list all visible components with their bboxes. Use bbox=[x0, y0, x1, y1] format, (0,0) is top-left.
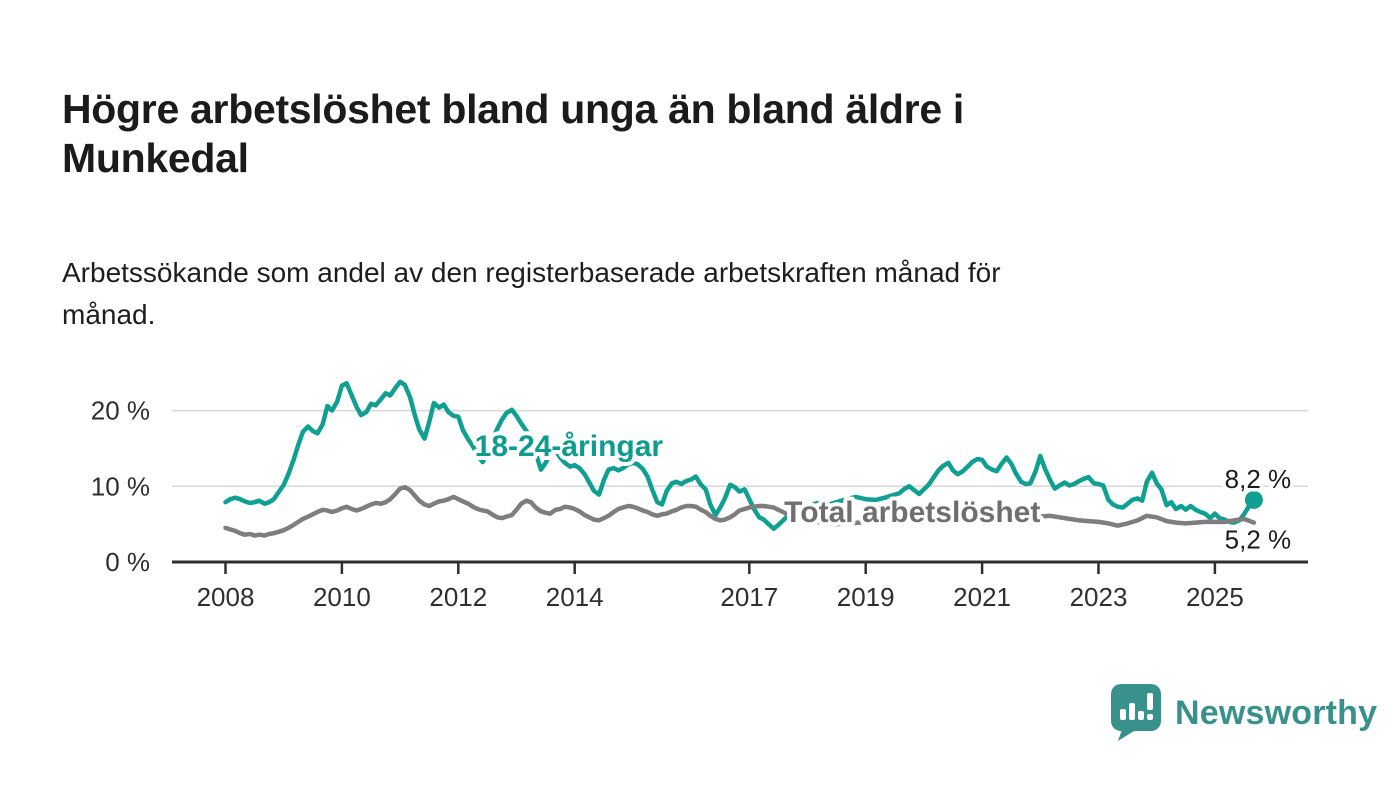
page-subtitle-line-2: månad. bbox=[62, 299, 156, 330]
bar-2 bbox=[1129, 703, 1135, 720]
x-axis-label-2017: 2017 bbox=[720, 582, 778, 612]
y-axis-label-0: 0 % bbox=[105, 547, 150, 577]
page-subtitle: Arbetssökande som andel av den registerb… bbox=[62, 252, 1262, 336]
exclamation-dot bbox=[1147, 714, 1153, 720]
x-axis-label-2012: 2012 bbox=[429, 582, 487, 612]
exclamation-bar bbox=[1147, 693, 1153, 710]
series-end-label-1: 5,2 % bbox=[1225, 525, 1292, 555]
series-label-0: 18-24-åringar bbox=[475, 430, 664, 463]
newsworthy-logo: Newsworthy bbox=[1111, 684, 1377, 742]
x-axis-label-2023: 2023 bbox=[1070, 582, 1128, 612]
series-end-label-0: 8,2 % bbox=[1225, 464, 1292, 494]
page-title: Högre arbetslöshet bland unga än bland ä… bbox=[62, 85, 1242, 183]
bar-3 bbox=[1138, 711, 1144, 720]
x-axis-label-2010: 2010 bbox=[313, 582, 371, 612]
x-axis-label-2019: 2019 bbox=[837, 582, 895, 612]
x-axis-label-2008: 2008 bbox=[197, 582, 255, 612]
x-axis-label-2021: 2021 bbox=[953, 582, 1011, 612]
series-line-1 bbox=[223, 484, 1257, 538]
series-line-0 bbox=[223, 379, 1257, 531]
page-title-line-2: Munkedal bbox=[62, 135, 249, 182]
x-axis-label-2025: 2025 bbox=[1186, 582, 1244, 612]
speech-bubble-shape bbox=[1111, 684, 1161, 741]
series-end-dot-0 bbox=[1244, 490, 1263, 509]
newsworthy-wordmark: Newsworthy bbox=[1175, 693, 1378, 732]
page-subtitle-line-1: Arbetssökande som andel av den registerb… bbox=[62, 257, 1001, 288]
y-axis-label-10: 10 % bbox=[91, 471, 150, 501]
x-axis-label-2014: 2014 bbox=[546, 582, 604, 612]
newsworthy-icon bbox=[1111, 684, 1161, 741]
series-label-1: Total arbetslöshet bbox=[784, 496, 1040, 529]
y-axis-label-20: 20 % bbox=[91, 396, 150, 426]
page-title-line-1: Högre arbetslöshet bland unga än bland ä… bbox=[62, 86, 965, 133]
bar-1 bbox=[1120, 709, 1126, 720]
